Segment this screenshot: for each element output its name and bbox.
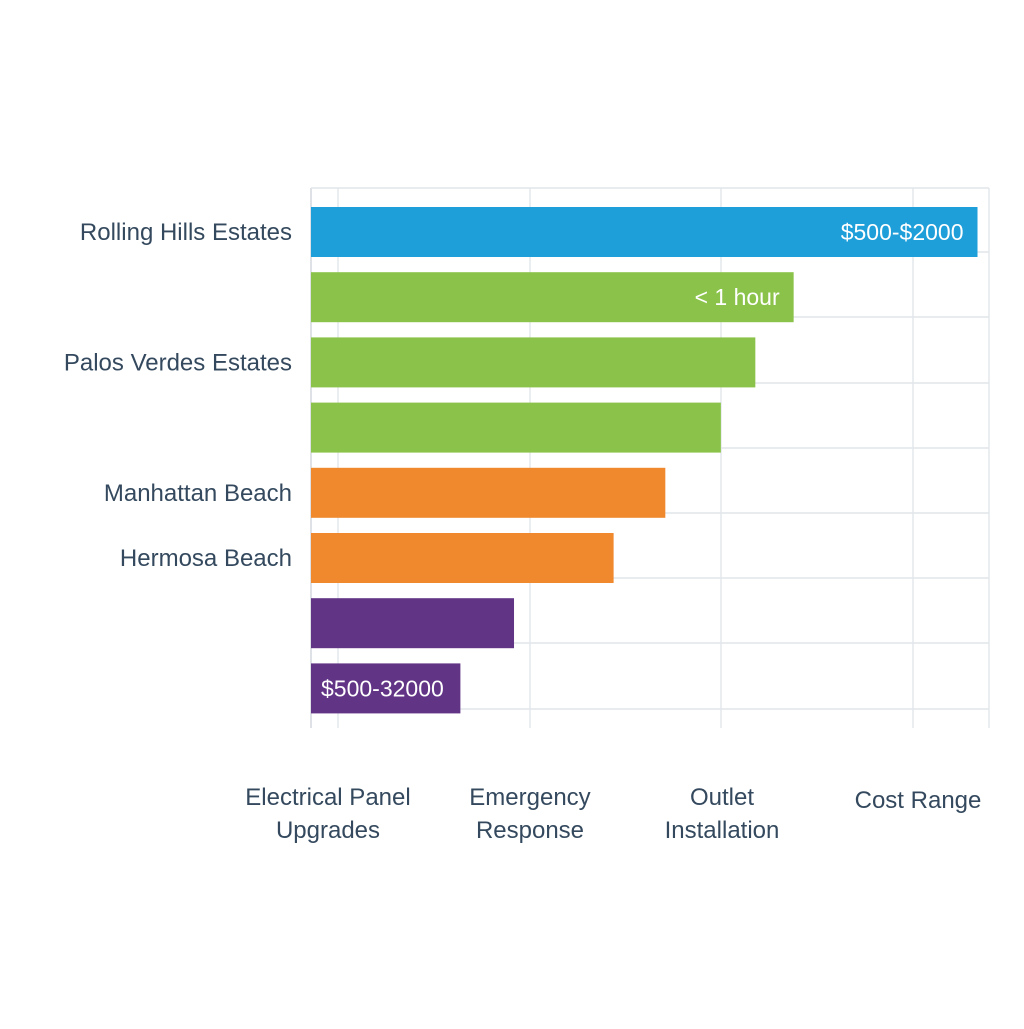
category-label: Palos Verdes Estates bbox=[64, 349, 292, 376]
bar-data-label: $500-$2000 bbox=[841, 219, 964, 245]
bars bbox=[311, 207, 978, 714]
x-category-label: Response bbox=[476, 817, 584, 844]
category-label: Hermosa Beach bbox=[120, 545, 292, 572]
bar bbox=[311, 663, 461, 714]
x-category-label: Installation bbox=[665, 817, 780, 844]
bar-data-label: $500-32000 bbox=[321, 675, 444, 701]
bar bbox=[311, 207, 978, 257]
bar bbox=[311, 337, 756, 388]
category-label: Manhattan Beach bbox=[104, 480, 292, 507]
x-category-label: Electrical Panel bbox=[245, 784, 410, 811]
x-category-label: Outlet bbox=[690, 784, 754, 811]
bar bbox=[311, 467, 666, 518]
bar bbox=[311, 598, 515, 649]
bar-data-labels: $500-$2000 < 1 hour $500-32000 bbox=[321, 219, 964, 701]
bar bbox=[311, 533, 614, 583]
bar bbox=[311, 402, 721, 453]
x-category-label: Cost Range bbox=[855, 787, 982, 814]
bar-data-label: < 1 hour bbox=[695, 284, 780, 310]
x-category-label: Upgrades bbox=[276, 817, 380, 844]
bar bbox=[311, 272, 794, 323]
x-category-label: Emergency bbox=[469, 784, 590, 811]
x-category-labels: Electrical Panel Upgrades Emergency Respons… bbox=[245, 784, 981, 844]
category-label: Rolling Hills Estates bbox=[80, 219, 292, 246]
category-labels: Rolling Hills Estates Palos Verdes Estate… bbox=[64, 219, 292, 572]
